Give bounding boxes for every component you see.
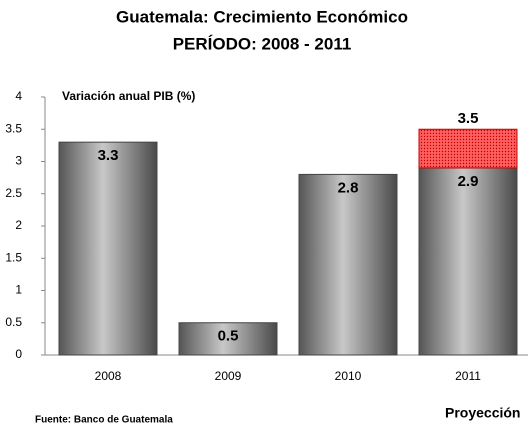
y-tick-label: 1 (15, 283, 22, 297)
x-tick-label: 2010 (335, 369, 362, 383)
bar-segment (178, 322, 278, 356)
chart-title: Guatemala: Crecimiento Económico (116, 7, 408, 26)
x-tick-label: 2009 (215, 369, 242, 383)
source: Fuente: Banco de Guatemala (35, 415, 173, 426)
data-label: 0.5 (218, 328, 239, 345)
data-label: 2.8 (338, 179, 359, 196)
y-tick-label: 3.5 (5, 121, 22, 135)
x-tick-label: 2008 (95, 369, 122, 383)
y-axis-label: Variación anual PIB (%) (62, 89, 195, 103)
chart-subtitle: PERÍODO: 2008 - 2011 (173, 34, 352, 53)
x-tick-label: 2011 (455, 369, 481, 383)
y-tick-label: 4 (15, 89, 22, 103)
bar-segment (298, 173, 398, 356)
y-tick-label: 2 (15, 218, 22, 232)
bar-segment (58, 141, 158, 356)
y-tick-label: 1.5 (5, 250, 22, 264)
data-label: 3.3 (98, 147, 119, 164)
total-label: 3.5 (458, 110, 479, 127)
bar-segment (418, 167, 518, 356)
bar-segment (418, 128, 518, 169)
legend-label: Proyección (445, 405, 520, 421)
y-tick-label: 2.5 (5, 186, 22, 200)
y-tick-label: 0 (15, 347, 22, 361)
y-tick-label: 0.5 (5, 315, 22, 329)
data-label: 2.9 (458, 173, 479, 190)
y-tick-label: 3 (15, 154, 22, 168)
